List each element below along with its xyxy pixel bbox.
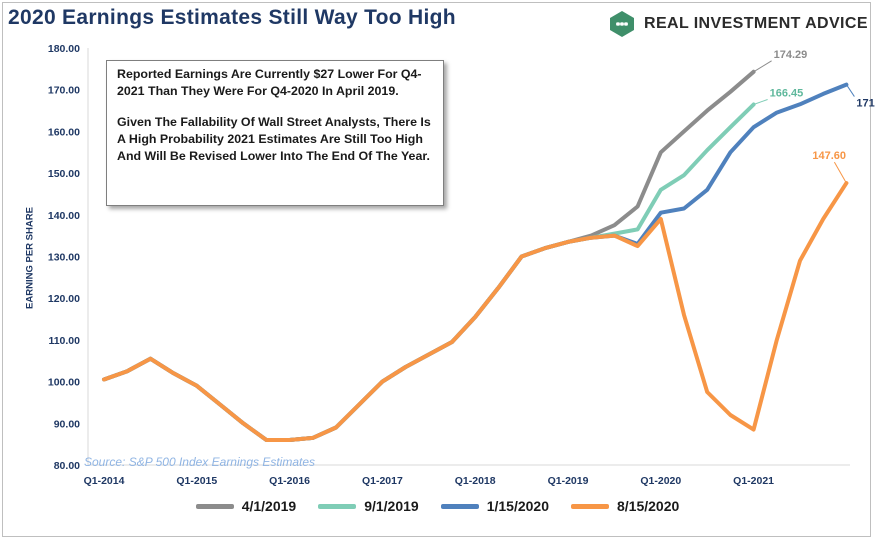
- legend-swatch: [440, 503, 479, 509]
- legend-swatch: [318, 503, 357, 509]
- end-label: 171.23: [856, 98, 875, 110]
- x-tick-label: Q1-2015: [176, 475, 217, 487]
- y-tick-labels: 80.00 90.00 100.00 110.00 120.00 130.00 140.00…: [48, 43, 80, 472]
- legend-label: 4/1/2019: [241, 498, 297, 514]
- y-tick-label: 160.00: [48, 126, 80, 138]
- x-tick-labels: Q1-2014 Q1-2015 Q1-2016 Q1-2017 Q1-2018 Q1-20…: [84, 475, 775, 487]
- y-tick-label: 130.00: [48, 252, 80, 264]
- legend-item: 4/1/2019: [195, 498, 297, 514]
- y-tick-label: 90.00: [54, 418, 80, 430]
- brand: REAL INVESTMENT ADVICE: [608, 10, 868, 38]
- y-tick-label: 170.00: [48, 85, 80, 97]
- brand-logo-icon: [610, 11, 634, 37]
- x-tick-label: Q1-2017: [362, 475, 403, 487]
- legend-label: 8/15/2020: [617, 498, 680, 514]
- end-label: 174.29: [774, 49, 808, 61]
- y-tick-label: 140.00: [48, 210, 80, 222]
- end-label: 147.60: [812, 150, 846, 162]
- x-tick-label: Q1-2021: [733, 475, 774, 487]
- y-axis-label-text: EARNING PER SHARE: [24, 207, 36, 309]
- legend: 4/1/2019 9/1/2019 1/15/2020 8/15/2020: [0, 498, 875, 514]
- chart-title: 2020 Earnings Estimates Still Way Too Hi…: [8, 6, 456, 29]
- legend-item: 9/1/2019: [318, 498, 419, 514]
- y-tick-label: 80.00: [54, 460, 80, 472]
- end-labels: 174.29 166.45 171.23 147.60: [753, 49, 875, 184]
- legend-label: 9/1/2019: [364, 498, 419, 514]
- end-label-leader: [833, 161, 847, 184]
- y-tick-label: 110.00: [48, 335, 80, 347]
- series-lines: [102, 69, 849, 442]
- y-tick-label: 150.00: [48, 168, 80, 180]
- callout-paragraph-2: Given The Fallability Of Wall Street Ana…: [117, 115, 431, 163]
- y-tick-label: 180.00: [48, 43, 80, 55]
- end-label-leader: [845, 84, 855, 97]
- y-tick-label: 120.00: [48, 293, 80, 305]
- end-label-leader: [753, 99, 768, 105]
- source-note: Source: S&P 500 Index Earnings Estimates: [84, 455, 316, 469]
- legend-swatch: [195, 503, 234, 509]
- callout-paragraph-1: Reported Earnings Are Currently $27 Lowe…: [117, 67, 422, 98]
- end-label: 166.45: [770, 88, 804, 100]
- legend-label: 1/15/2020: [486, 498, 549, 514]
- legend-swatch: [571, 503, 609, 509]
- end-label-leader: [753, 60, 772, 73]
- x-tick-label: Q1-2018: [455, 475, 496, 487]
- x-tick-label: Q1-2020: [640, 475, 681, 487]
- brand-name: REAL INVESTMENT ADVICE: [644, 15, 868, 32]
- annotation-callout: Reported Earnings Are Currently $27 Lowe…: [106, 60, 444, 206]
- x-tick-label: Q1-2016: [269, 475, 310, 487]
- x-tick-label: Q1-2019: [548, 475, 589, 487]
- legend-item: 8/15/2020: [571, 498, 679, 514]
- legend-item: 1/15/2020: [440, 498, 549, 514]
- x-tick-label: Q1-2014: [84, 475, 125, 487]
- y-tick-label: 100.00: [48, 377, 80, 389]
- series-line-4: [102, 181, 849, 442]
